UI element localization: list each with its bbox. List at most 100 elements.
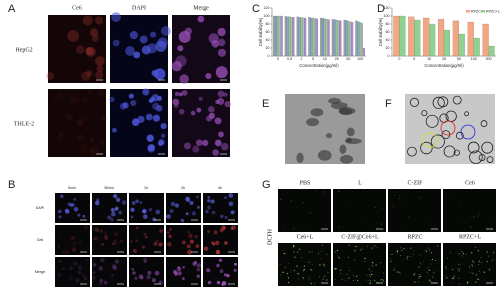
cell — [461, 255, 463, 257]
cell — [69, 115, 74, 120]
cell — [99, 279, 103, 283]
x-axis-title: Concentration(μg/ml) — [299, 63, 339, 68]
cell — [293, 269, 295, 272]
micrograph — [278, 243, 331, 286]
cell — [303, 226, 305, 227]
cell — [314, 282, 316, 284]
y-tick-label: 120 — [264, 6, 270, 10]
highlight — [440, 120, 456, 136]
cell — [111, 12, 121, 22]
micrograph — [55, 225, 90, 255]
cell — [470, 226, 472, 228]
cell — [142, 210, 145, 213]
cell — [434, 259, 437, 261]
cell — [477, 215, 479, 217]
row-label: HepG2 — [15, 47, 32, 53]
cell — [325, 264, 326, 266]
cell — [355, 275, 358, 278]
cell — [233, 262, 237, 266]
cell — [399, 272, 401, 274]
cell — [69, 203, 74, 207]
highlight — [422, 132, 438, 148]
vesicle — [481, 141, 494, 154]
cell — [88, 90, 94, 96]
cell — [475, 274, 478, 276]
cell — [478, 250, 480, 252]
bar — [343, 19, 346, 57]
cell — [446, 194, 448, 196]
cell — [468, 266, 470, 268]
cell — [46, 72, 54, 80]
cell — [309, 212, 311, 214]
cell — [185, 212, 189, 216]
cell — [478, 212, 480, 214]
cell — [297, 273, 299, 275]
bar — [312, 17, 315, 57]
axis-label: DCFH — [267, 228, 273, 245]
organelle — [346, 127, 355, 137]
cell — [413, 274, 415, 276]
cell — [169, 208, 174, 214]
micrograph — [129, 225, 164, 255]
cell — [143, 232, 147, 236]
cell — [81, 96, 88, 103]
cell — [445, 266, 447, 268]
cell — [68, 276, 73, 281]
cell — [81, 71, 91, 81]
column-header: 4h — [218, 186, 222, 190]
cell — [458, 277, 460, 279]
cell — [350, 206, 352, 208]
cell — [94, 56, 105, 66]
cell — [218, 258, 223, 262]
cell — [233, 268, 237, 272]
cell — [348, 277, 350, 279]
cell — [217, 97, 225, 105]
cell — [220, 214, 224, 219]
cell — [99, 282, 102, 286]
cell — [212, 149, 219, 156]
cell — [143, 260, 147, 263]
vesicle — [421, 110, 428, 117]
vesicle — [453, 149, 460, 156]
cell — [135, 199, 139, 204]
cell — [148, 98, 154, 104]
cell — [177, 271, 182, 276]
cell — [130, 207, 135, 212]
cell — [104, 230, 108, 234]
cell — [449, 252, 451, 254]
cell — [432, 258, 434, 260]
cell — [354, 250, 356, 252]
cell — [293, 244, 295, 247]
cell — [195, 244, 200, 249]
cell — [128, 93, 134, 99]
cell — [363, 222, 365, 224]
cell — [287, 277, 290, 279]
bar — [360, 23, 364, 57]
cell — [77, 133, 84, 141]
cell — [146, 274, 151, 280]
bar — [302, 17, 305, 57]
cell — [58, 209, 62, 214]
cell — [377, 226, 379, 228]
cell — [92, 263, 97, 267]
cell — [396, 271, 399, 273]
cell — [157, 141, 164, 147]
cell — [143, 257, 148, 262]
cell — [89, 28, 99, 37]
cell — [303, 268, 306, 271]
cell — [194, 235, 198, 239]
group-label: RPZC — [407, 234, 422, 240]
bar — [298, 17, 301, 57]
vesicle — [467, 141, 480, 154]
cell — [94, 16, 104, 25]
bar — [276, 15, 279, 57]
cell — [390, 260, 392, 262]
cell — [103, 233, 108, 237]
cell — [221, 283, 224, 286]
bar — [304, 17, 307, 57]
cell — [471, 260, 474, 262]
cell — [58, 236, 62, 240]
cell — [215, 249, 221, 255]
cell — [139, 201, 143, 204]
micrograph — [55, 257, 90, 287]
